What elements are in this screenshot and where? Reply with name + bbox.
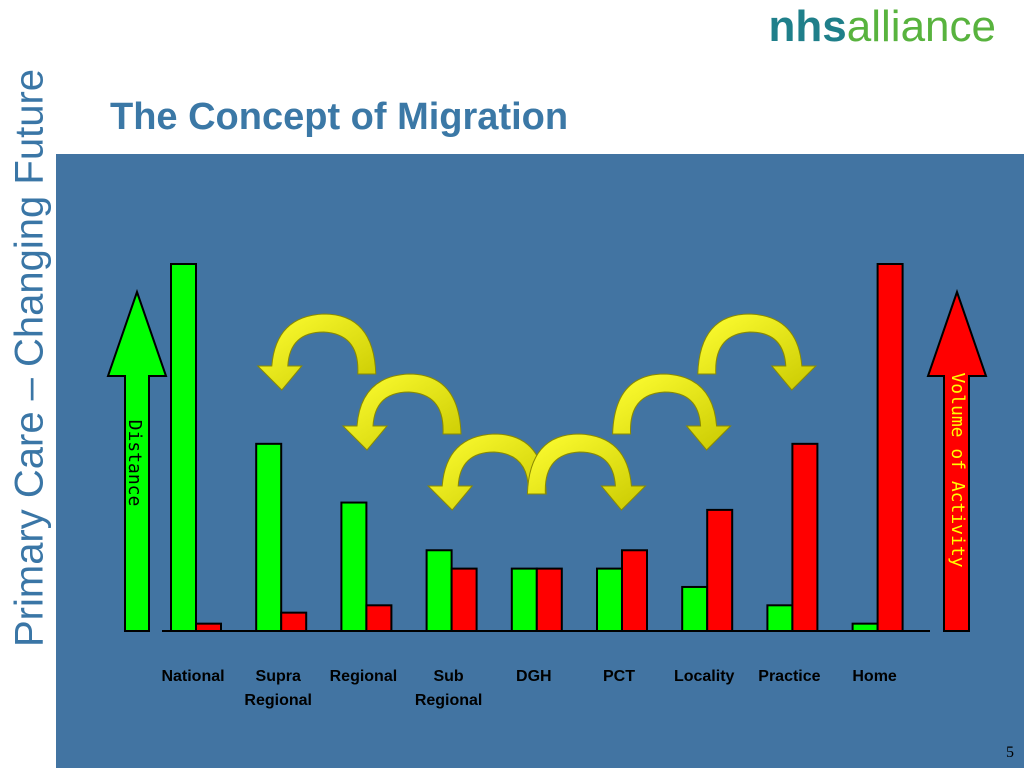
category-label-regional: Regional (330, 668, 398, 685)
category-labels-group: National Supra Regional Regional Sub Regional… (161, 668, 896, 709)
category-label-supra-regional: Supra Regional (244, 668, 312, 709)
bar-national-red (195, 622, 222, 632)
bar-practice-red (791, 442, 819, 632)
bar-home-red (876, 263, 904, 632)
logo-alliance: alliance (846, 2, 996, 51)
bar-locality-red (706, 508, 734, 633)
sidebar: Primary Care – Changing Future (0, 0, 56, 768)
category-label-locality: Locality (674, 668, 735, 685)
volume-arrow-label: Volume of Activity (947, 372, 968, 567)
distance-arrow-label: Distance (124, 420, 145, 507)
slide-title: The Concept of Migration (110, 96, 569, 138)
bar-dgh-green (510, 567, 538, 632)
bar-locality-green (681, 585, 709, 633)
migration-arrow-sub-regional-to-regional (341, 373, 462, 451)
bar-sub-regional-red (450, 567, 478, 632)
volume-arrow (926, 288, 988, 632)
bar-supra-regional-green (255, 442, 283, 632)
bar-dgh-red (535, 567, 563, 632)
category-label-practice: Practice (758, 668, 820, 685)
logo-nhs: nhs (768, 2, 847, 51)
bar-national-green (170, 263, 197, 632)
migration-arrow-locality-to-practice (697, 313, 818, 391)
title-band (102, 70, 952, 154)
bar-home-green (851, 622, 879, 632)
bar-supra-regional-red (280, 611, 308, 633)
bar-regional-green (340, 501, 368, 632)
category-label-pct: PCT (603, 668, 635, 685)
bars-group (170, 263, 904, 633)
migration-arrow-dgh-to-sub-regional (426, 433, 547, 511)
category-label-home: Home (852, 668, 897, 685)
migration-arrow-regional-to-supra-regional (256, 313, 377, 391)
bar-pct-red (621, 549, 648, 633)
migration-arrow-dgh-to-pct (526, 433, 647, 511)
bar-pct-green (596, 567, 623, 632)
category-label-sub-regional: Sub Regional (415, 668, 483, 709)
distance-arrow (106, 288, 168, 632)
category-label-dgh: DGH (516, 668, 552, 685)
bar-sub-regional-green (425, 549, 453, 633)
nhs-alliance-logo: nhsalliance (769, 2, 996, 52)
migration-arrow-pct-to-locality (612, 373, 732, 451)
bar-regional-red (365, 604, 393, 632)
page-number: 5 (1006, 744, 1014, 761)
migration-arrows-group (256, 313, 818, 511)
bar-practice-green (766, 604, 794, 632)
category-label-national: National (161, 668, 224, 685)
